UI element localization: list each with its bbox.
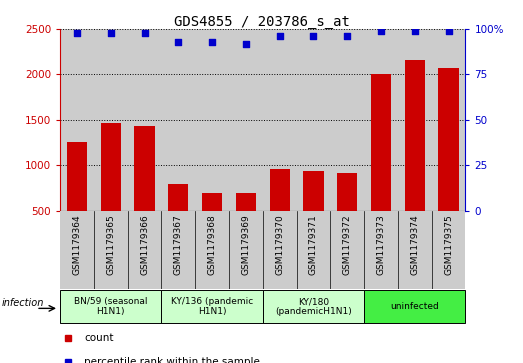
Bar: [371, 74, 391, 256]
Bar: [236, 193, 256, 256]
Bar: [297, 29, 331, 211]
Bar: [398, 211, 431, 289]
Point: [276, 33, 284, 39]
Bar: [60, 211, 94, 289]
Text: uninfected: uninfected: [391, 302, 439, 311]
Bar: [263, 290, 364, 323]
Text: percentile rank within the sample: percentile rank within the sample: [85, 356, 260, 363]
Bar: [405, 60, 425, 256]
Point: [309, 33, 317, 39]
Text: GSM1179365: GSM1179365: [106, 215, 115, 275]
Text: GDS4855 / 203786_s_at: GDS4855 / 203786_s_at: [174, 15, 349, 29]
Bar: [398, 29, 431, 211]
Bar: [162, 211, 195, 289]
Bar: [195, 29, 229, 211]
Bar: [229, 29, 263, 211]
Bar: [162, 290, 263, 323]
Text: GSM1179371: GSM1179371: [309, 215, 318, 275]
Bar: [168, 184, 188, 256]
Bar: [431, 211, 465, 289]
Bar: [297, 211, 331, 289]
Bar: [94, 29, 128, 211]
Point: [73, 30, 81, 36]
Text: GSM1179370: GSM1179370: [275, 215, 284, 275]
Text: KY/180
(pandemicH1N1): KY/180 (pandemicH1N1): [275, 297, 352, 317]
Bar: [128, 29, 162, 211]
Text: BN/59 (seasonal
H1N1): BN/59 (seasonal H1N1): [74, 297, 147, 317]
Point: [107, 30, 115, 36]
Bar: [331, 211, 364, 289]
Point: [343, 33, 351, 39]
Bar: [67, 142, 87, 256]
Point: [174, 39, 183, 45]
Text: GSM1179374: GSM1179374: [411, 215, 419, 275]
Bar: [162, 29, 195, 211]
Bar: [364, 29, 398, 211]
Text: infection: infection: [1, 298, 43, 309]
Bar: [364, 211, 398, 289]
Point: [445, 28, 453, 34]
Bar: [331, 29, 364, 211]
Bar: [263, 29, 297, 211]
Bar: [94, 211, 128, 289]
Text: GSM1179372: GSM1179372: [343, 215, 352, 275]
Text: count: count: [85, 333, 114, 343]
Bar: [438, 68, 459, 256]
Point: [140, 30, 149, 36]
Point: [411, 28, 419, 34]
Text: GSM1179366: GSM1179366: [140, 215, 149, 275]
Point: [208, 39, 217, 45]
Bar: [364, 290, 465, 323]
Text: GSM1179368: GSM1179368: [208, 215, 217, 275]
Bar: [269, 169, 290, 256]
Bar: [202, 193, 222, 256]
Bar: [431, 29, 465, 211]
Bar: [134, 126, 155, 256]
Text: GSM1179375: GSM1179375: [444, 215, 453, 275]
Bar: [337, 174, 357, 256]
Bar: [60, 290, 162, 323]
Bar: [229, 211, 263, 289]
Bar: [303, 171, 324, 256]
Point: [242, 41, 250, 46]
Text: GSM1179367: GSM1179367: [174, 215, 183, 275]
Text: GSM1179364: GSM1179364: [73, 215, 82, 275]
Bar: [263, 211, 297, 289]
Bar: [60, 29, 94, 211]
Text: KY/136 (pandemic
H1N1): KY/136 (pandemic H1N1): [171, 297, 253, 317]
Point: [377, 28, 385, 34]
Bar: [195, 211, 229, 289]
Bar: [100, 123, 121, 256]
Bar: [128, 211, 162, 289]
Text: GSM1179369: GSM1179369: [242, 215, 251, 275]
Text: GSM1179373: GSM1179373: [377, 215, 385, 275]
